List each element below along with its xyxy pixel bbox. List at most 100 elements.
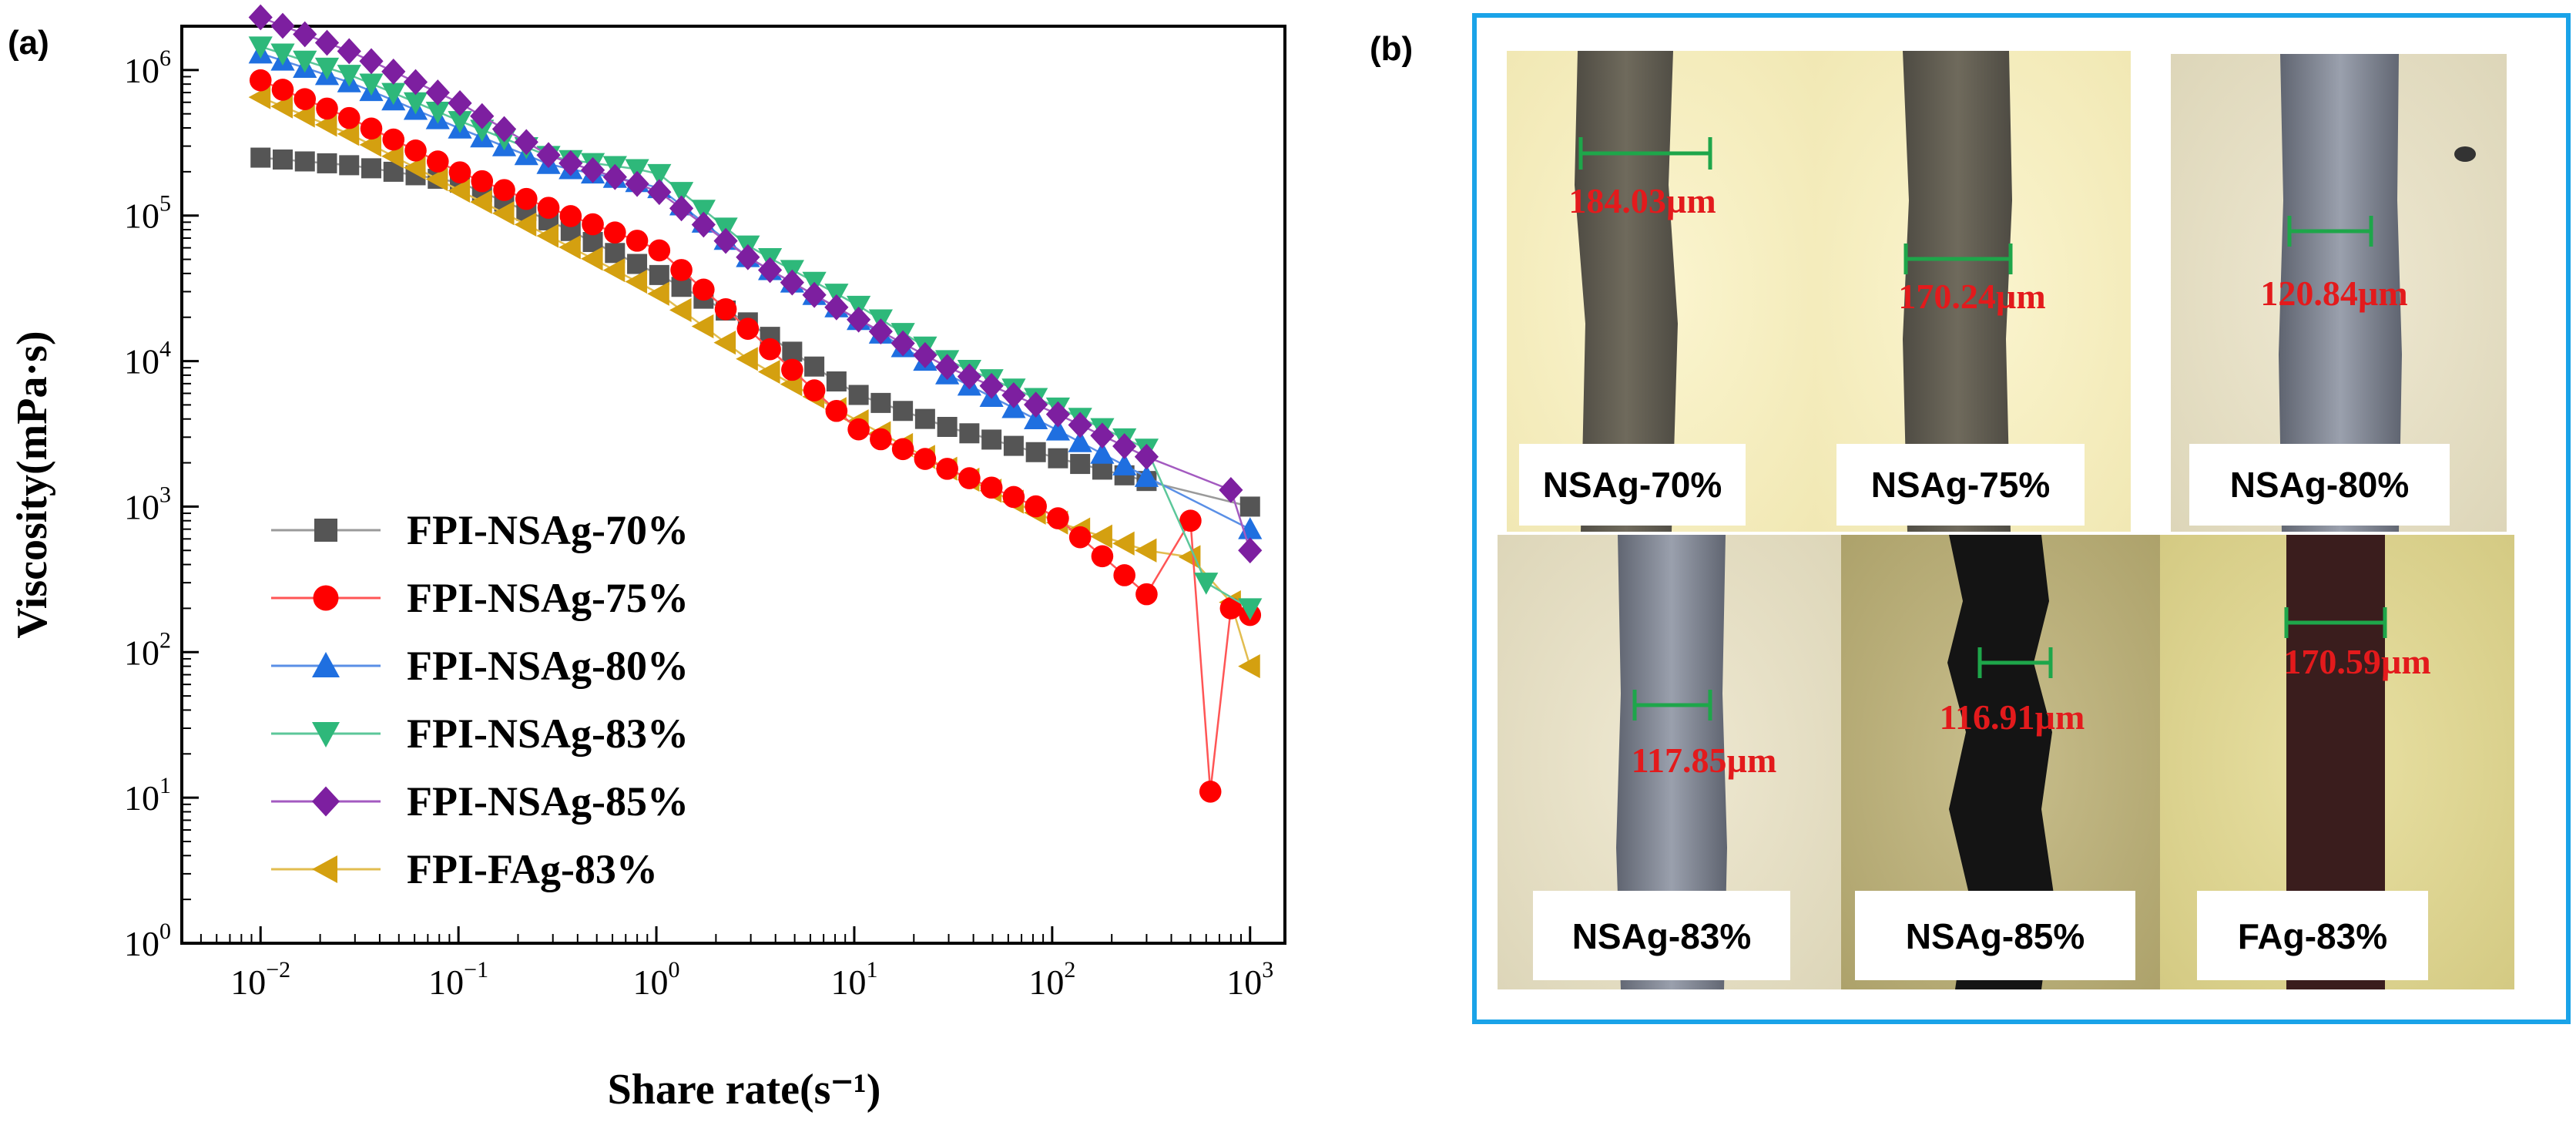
x-tick-label-base: 10 xyxy=(830,962,866,1002)
data-point xyxy=(559,205,582,227)
data-point xyxy=(470,190,492,214)
data-point xyxy=(981,429,1002,450)
legend-marker xyxy=(314,519,337,542)
data-point xyxy=(1219,597,1243,620)
series-fpi-nsag-75- xyxy=(249,69,1262,803)
caption-nsag-70: NSAg-70% xyxy=(1543,465,1722,505)
data-point xyxy=(515,187,538,210)
data-point xyxy=(339,155,360,176)
data-point xyxy=(293,88,317,110)
data-point xyxy=(491,116,517,143)
caption-box-fag-83: FAg-83% xyxy=(2197,891,2428,980)
y-tick-label-base: 10 xyxy=(124,778,159,818)
y-tick-label: 105 xyxy=(124,191,171,236)
data-point xyxy=(847,418,870,441)
y-tick-label-base: 10 xyxy=(124,197,159,236)
data-point xyxy=(736,244,760,270)
data-point xyxy=(757,257,783,284)
data-point xyxy=(891,330,915,357)
data-point xyxy=(1112,433,1137,459)
data-point xyxy=(403,69,428,96)
data-point xyxy=(514,129,538,156)
legend-marker xyxy=(312,722,340,747)
data-point xyxy=(602,163,627,190)
data-point xyxy=(870,428,892,451)
legend-label: FPI-NSAg-80% xyxy=(407,643,689,689)
data-point xyxy=(1047,507,1069,529)
data-point xyxy=(1070,454,1091,475)
data-point xyxy=(271,79,294,101)
y-tick-label-exp: 3 xyxy=(159,482,171,507)
data-point xyxy=(404,139,427,162)
data-point xyxy=(314,57,340,80)
data-point xyxy=(691,314,714,339)
plot-frame xyxy=(180,25,1286,945)
caption-nsag-83: NSAg-83% xyxy=(1572,916,1752,956)
data-point xyxy=(625,170,649,197)
data-point xyxy=(1134,538,1157,563)
data-point xyxy=(314,113,337,137)
measurement-nsag-75: 170.24µm xyxy=(1898,277,2045,316)
data-point xyxy=(691,200,716,222)
y-tick-label: 104 xyxy=(124,337,171,381)
data-point xyxy=(959,423,980,444)
data-point xyxy=(625,159,649,182)
data-point xyxy=(337,106,361,129)
y-axis-title: Viscosity(mPa·s) xyxy=(8,331,56,638)
data-point xyxy=(270,43,295,66)
data-point xyxy=(1068,412,1092,438)
y-tick-label-base: 10 xyxy=(124,633,159,672)
data-point xyxy=(448,178,471,203)
caption-box-nsag-75: NSAg-75% xyxy=(1836,444,2085,526)
data-point xyxy=(914,408,935,429)
data-point xyxy=(381,59,406,85)
legend-label: FPI-NSAg-83% xyxy=(407,710,689,757)
legend-marker xyxy=(312,786,340,817)
data-point xyxy=(647,163,672,186)
data-point xyxy=(1090,422,1115,449)
data-point xyxy=(1194,573,1219,595)
data-point xyxy=(1112,531,1135,556)
measurement-fag-83: 170.59µm xyxy=(2283,642,2430,681)
data-point xyxy=(270,12,295,39)
panel-a-label: (a) xyxy=(8,24,49,62)
data-point xyxy=(317,153,337,173)
x-tick-label: 103 xyxy=(1226,957,1273,1002)
data-point xyxy=(649,264,669,285)
data-point xyxy=(337,38,361,65)
data-point xyxy=(1045,401,1071,428)
data-point xyxy=(1091,545,1114,568)
data-point xyxy=(448,111,472,133)
data-point xyxy=(1024,391,1048,418)
x-tick-label: 10−2 xyxy=(230,957,290,1002)
data-point xyxy=(736,317,760,340)
data-point xyxy=(293,50,317,73)
legend: FPI-NSAg-70% FPI-NSAg-75% FPI-NSAg-80% FPI-… xyxy=(271,507,689,892)
data-point xyxy=(781,358,803,381)
data-point xyxy=(669,182,694,204)
data-point xyxy=(536,142,561,169)
data-point xyxy=(1068,526,1092,549)
data-point xyxy=(1238,653,1260,679)
data-point xyxy=(1238,598,1263,621)
data-point xyxy=(314,29,340,56)
data-point xyxy=(359,48,384,75)
x-tick-label-exp: 2 xyxy=(1064,957,1075,983)
series-fpi-nsag-85- xyxy=(248,4,1263,564)
data-point xyxy=(470,102,495,129)
data-point xyxy=(647,179,672,206)
data-point xyxy=(605,243,626,264)
data-point xyxy=(958,467,981,489)
data-point xyxy=(670,259,693,281)
data-point xyxy=(626,230,649,252)
data-point xyxy=(381,144,404,169)
data-point xyxy=(471,170,494,193)
caption-fag-83: FAg-83% xyxy=(2238,916,2387,956)
data-point xyxy=(647,281,669,306)
x-axis-ticks: 10−2 10−1 100 101 102 103 xyxy=(181,926,1273,1002)
data-point xyxy=(803,379,826,401)
y-tick-label-exp: 0 xyxy=(159,919,171,944)
legend-marker xyxy=(312,652,340,677)
data-point xyxy=(426,150,449,173)
data-point xyxy=(693,278,715,301)
